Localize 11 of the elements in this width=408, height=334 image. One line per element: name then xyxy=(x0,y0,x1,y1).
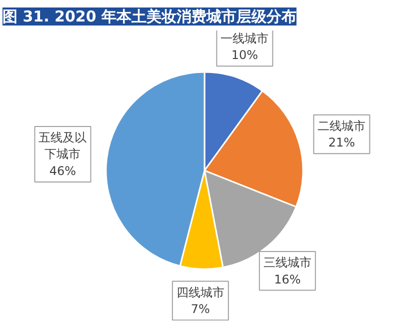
data-label: 7% xyxy=(190,302,210,316)
data-label: 10% xyxy=(231,48,258,62)
slice-label: 五线及以下城市 xyxy=(38,130,87,162)
slice-label: 二线城市 xyxy=(318,118,366,133)
slice-label: 一线城市 xyxy=(220,31,269,46)
data-label: 21% xyxy=(328,136,356,150)
data-label: 16% xyxy=(274,272,301,286)
slice-label: 四线城市 xyxy=(176,285,224,300)
data-label: 46% xyxy=(49,164,76,178)
chart-title: 图 31. 2020 年本土美妆消费城市层级分布 xyxy=(2,8,296,26)
slice-label: 三线城市 xyxy=(263,255,312,270)
